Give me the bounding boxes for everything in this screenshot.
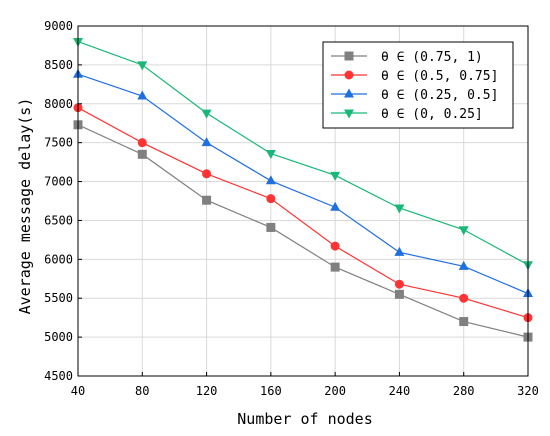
data-point (330, 262, 340, 272)
data-point (265, 150, 276, 160)
y-axis-title: Average message delay(s) (16, 98, 34, 315)
legend-marker (344, 70, 354, 80)
y-tick-label: 6000 (44, 252, 73, 266)
plot-frame (77, 25, 529, 377)
legend-marker (344, 88, 354, 98)
y-tick-label: 9000 (44, 19, 73, 33)
data-point (458, 260, 469, 270)
data-point (265, 175, 276, 185)
y-tick-label: 4500 (44, 369, 73, 383)
legend-marker (344, 109, 354, 119)
data-point (137, 61, 148, 71)
legend-item: θ ∈ (0.75, 1) (331, 50, 483, 65)
y-tick-label: 8500 (44, 58, 73, 72)
legend-label: θ ∈ (0.5, 0.75] (381, 69, 498, 84)
data-point (458, 226, 469, 236)
y-tick-labels: 4500 5000 5500 6000 6500 7000 7500 8000 8500 9000 (44, 19, 73, 383)
y-tick-label: 7000 (44, 175, 73, 189)
x-tick-label: 120 (196, 384, 218, 398)
x-axis-title: Number of nodes (237, 410, 372, 428)
x-tick-label: 320 (517, 384, 539, 398)
y-tick-label: 5500 (44, 291, 73, 305)
data-point (330, 241, 340, 251)
legend-item: θ ∈ (0, 0.25] (331, 107, 483, 122)
data-point (201, 137, 212, 147)
data-point (202, 169, 212, 179)
data-point (201, 109, 212, 119)
y-tick-label: 7500 (44, 136, 73, 150)
y-tick-label: 8000 (44, 97, 73, 111)
x-tick-label: 160 (260, 384, 282, 398)
legend-label: θ ∈ (0.25, 0.5] (381, 88, 498, 103)
x-tick-label: 200 (324, 384, 346, 398)
x-tick-label: 40 (71, 384, 85, 398)
x-tick-labels: 40 80 120 160 200 240 280 320 (71, 384, 539, 398)
data-point (459, 317, 469, 327)
data-point (394, 204, 405, 214)
x-tick-label: 80 (135, 384, 149, 398)
data-point (137, 138, 147, 148)
legend: θ ∈ (0.75, 1) θ ∈ (0.5, 0.75] θ ∈ (0.25, 0… (322, 41, 514, 129)
data-point (394, 289, 404, 299)
legend-label: θ ∈ (0.75, 1) (381, 50, 483, 65)
legend-label: θ ∈ (0, 0.25] (381, 107, 483, 122)
data-point (266, 222, 276, 232)
x-tick-label: 240 (389, 384, 411, 398)
y-tick-label: 6500 (44, 213, 73, 227)
series-line (77, 73, 529, 295)
series-line (77, 124, 529, 338)
legend-marker (344, 51, 354, 61)
legend-item: θ ∈ (0.5, 0.75] (331, 69, 498, 84)
data-point (459, 293, 469, 303)
series-3 (73, 68, 533, 298)
data-point (266, 194, 276, 204)
data-point (330, 201, 341, 211)
data-point (202, 195, 212, 205)
data-point (394, 279, 404, 289)
series-line (77, 40, 529, 266)
ticks (77, 25, 529, 377)
data-point (137, 90, 148, 100)
data-point (330, 171, 341, 181)
series-4 (73, 38, 533, 271)
data-point (137, 149, 147, 159)
x-tick-label: 280 (453, 384, 475, 398)
data-point (394, 246, 405, 256)
series-line (77, 107, 529, 319)
legend-item: θ ∈ (0.25, 0.5] (331, 88, 498, 103)
y-tick-label: 5000 (44, 330, 73, 344)
